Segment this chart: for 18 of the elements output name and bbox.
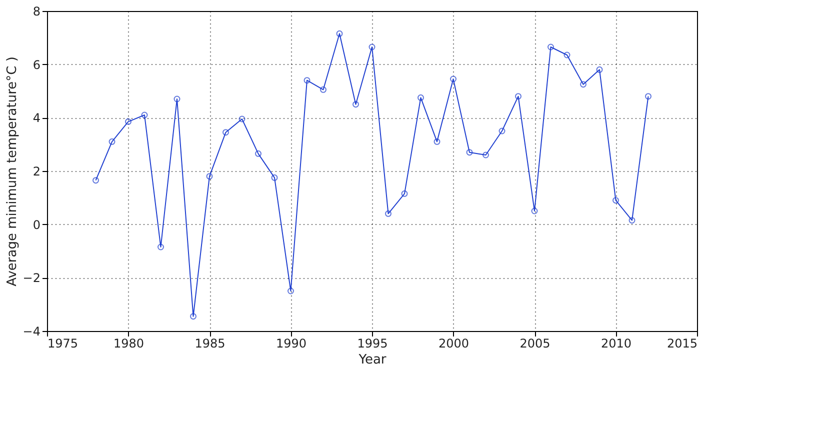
x-tick-label: 1990 — [276, 336, 307, 350]
y-tick-label: 2 — [32, 164, 40, 178]
x-tick-label: 2000 — [438, 336, 470, 350]
x-tick-label: 1975 — [48, 336, 78, 350]
y-tick-label: −4 — [22, 324, 40, 338]
y-tick-label: −2 — [22, 271, 40, 286]
y-tick-label: 6 — [32, 58, 40, 72]
x-tick-label: 2010 — [600, 336, 632, 350]
x-axis-title: Year — [358, 352, 387, 368]
x-tick-label: 1985 — [194, 336, 226, 350]
y-tick-label: 8 — [32, 4, 40, 18]
y-axis-title: Average minimum temperature°C ) — [4, 56, 20, 286]
x-tick-label: 1995 — [357, 336, 388, 350]
y-tick-label: 4 — [32, 111, 40, 126]
y-tick-label: 0 — [32, 218, 40, 232]
x-tick-label: 2015 — [666, 336, 698, 350]
x-tick-label: 2005 — [520, 336, 550, 350]
x-tick-label: 1980 — [113, 336, 144, 350]
